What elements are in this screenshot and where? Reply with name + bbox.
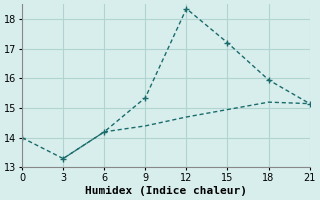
- X-axis label: Humidex (Indice chaleur): Humidex (Indice chaleur): [85, 186, 247, 196]
